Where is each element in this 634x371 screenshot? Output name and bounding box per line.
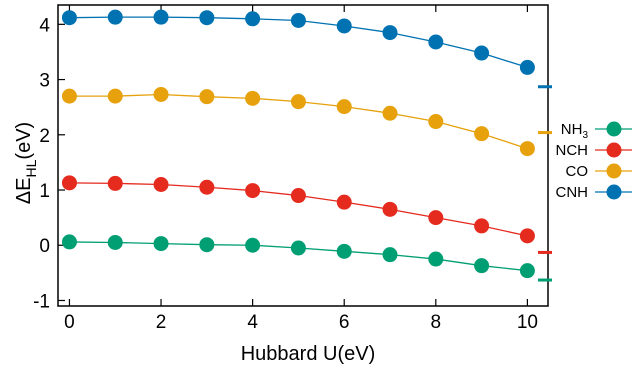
series-co xyxy=(61,86,535,157)
data-point-co xyxy=(474,126,490,142)
legend-label-co: CO xyxy=(566,163,589,180)
data-point-cnh xyxy=(474,45,490,61)
y-axis-label: ΔEHL(eV) xyxy=(13,122,39,204)
data-point-nch xyxy=(245,183,261,199)
data-point-nh3 xyxy=(107,234,123,250)
legend-label-nh3: NH3 xyxy=(561,121,589,141)
data-point-nch xyxy=(519,228,535,244)
series-nh3 xyxy=(61,234,535,279)
data-point-nh3 xyxy=(428,251,444,267)
data-point-cnh xyxy=(245,11,261,27)
legend-entry-co: CO xyxy=(566,163,632,180)
x-tick-label: 0 xyxy=(64,312,75,333)
legend-label-main: NCH xyxy=(556,142,589,159)
x-tick-label: 2 xyxy=(156,312,167,333)
legend-label-main: CO xyxy=(566,163,589,180)
data-point-nh3 xyxy=(519,263,535,279)
legend-swatch-marker-co xyxy=(606,163,622,179)
data-point-nh3 xyxy=(336,243,352,259)
x-tick-label: 10 xyxy=(517,312,538,333)
legend-label-cnh: CNH xyxy=(556,184,589,201)
data-point-nh3 xyxy=(290,240,306,256)
y-tick-label: 0 xyxy=(39,236,50,257)
data-point-cnh xyxy=(199,10,215,26)
data-point-nh3 xyxy=(382,247,398,263)
data-point-cnh xyxy=(107,9,123,25)
data-point-nh3 xyxy=(153,236,169,252)
y-tick-label: 3 xyxy=(39,71,50,92)
plot-frame-rect xyxy=(57,4,549,307)
data-point-co xyxy=(290,94,306,110)
data-point-nch xyxy=(336,194,352,210)
data-point-nch xyxy=(61,175,77,191)
x-tick-label: 8 xyxy=(431,312,442,333)
data-point-nch xyxy=(290,188,306,204)
data-point-co xyxy=(107,88,123,104)
plot-frame xyxy=(57,4,549,307)
data-point-co xyxy=(428,114,444,130)
legend-label-nch: NCH xyxy=(556,142,589,159)
data-point-nch xyxy=(107,175,123,191)
x-tick-label: 4 xyxy=(247,312,258,333)
legend-swatch-marker-cnh xyxy=(606,184,622,200)
y-axis-label-sub: HL xyxy=(23,159,39,177)
data-point-nch xyxy=(428,210,444,226)
data-point-nch xyxy=(199,179,215,195)
data-point-nh3 xyxy=(61,234,77,250)
legend-label-main: NH xyxy=(561,121,583,138)
axis-ticks: 0 2 4 6 8 10 -1 0 1 2 3 4 xyxy=(33,5,538,333)
data-point-co xyxy=(61,88,77,104)
series-lines xyxy=(61,9,535,279)
y-axis-label-tail: (eV) xyxy=(13,122,35,160)
data-point-nch xyxy=(474,218,490,234)
data-point-co xyxy=(245,90,261,106)
legend-label-main: CNH xyxy=(556,184,589,201)
series-cnh xyxy=(61,9,535,75)
data-point-cnh xyxy=(61,10,77,26)
y-axis-label-main: ΔE xyxy=(13,178,35,205)
data-point-cnh xyxy=(382,25,398,41)
legend-entry-nch: NCH xyxy=(556,142,632,159)
data-point-co xyxy=(519,141,535,157)
data-point-co xyxy=(199,89,215,105)
data-point-cnh xyxy=(336,18,352,34)
data-point-cnh xyxy=(153,9,169,25)
data-point-nch xyxy=(153,176,169,192)
data-point-cnh xyxy=(428,34,444,50)
legend-swatch-marker-nch xyxy=(606,142,622,158)
x-tick-label: 6 xyxy=(339,312,350,333)
x-axis-label: Hubbard U(eV) xyxy=(241,343,376,365)
y-tick-label: -1 xyxy=(33,291,50,312)
data-point-co xyxy=(336,99,352,115)
data-point-nh3 xyxy=(245,237,261,253)
reference-markers xyxy=(538,85,552,282)
y-tick-label: 1 xyxy=(39,181,50,202)
data-point-co xyxy=(153,86,169,102)
legend-label-sub: 3 xyxy=(582,130,588,141)
y-tick-label: 4 xyxy=(39,15,50,36)
data-point-nh3 xyxy=(474,258,490,274)
legend-swatch-marker-nh3 xyxy=(606,121,622,137)
legend-entry-cnh: CNH xyxy=(556,184,632,201)
data-point-cnh xyxy=(290,12,306,28)
series-nch xyxy=(61,175,535,244)
data-point-cnh xyxy=(519,59,535,75)
data-point-nh3 xyxy=(199,237,215,253)
data-point-nch xyxy=(382,201,398,217)
legend-entry-nh3: NH3 xyxy=(561,121,632,141)
data-point-co xyxy=(382,105,398,121)
y-tick-label: 2 xyxy=(39,126,50,147)
